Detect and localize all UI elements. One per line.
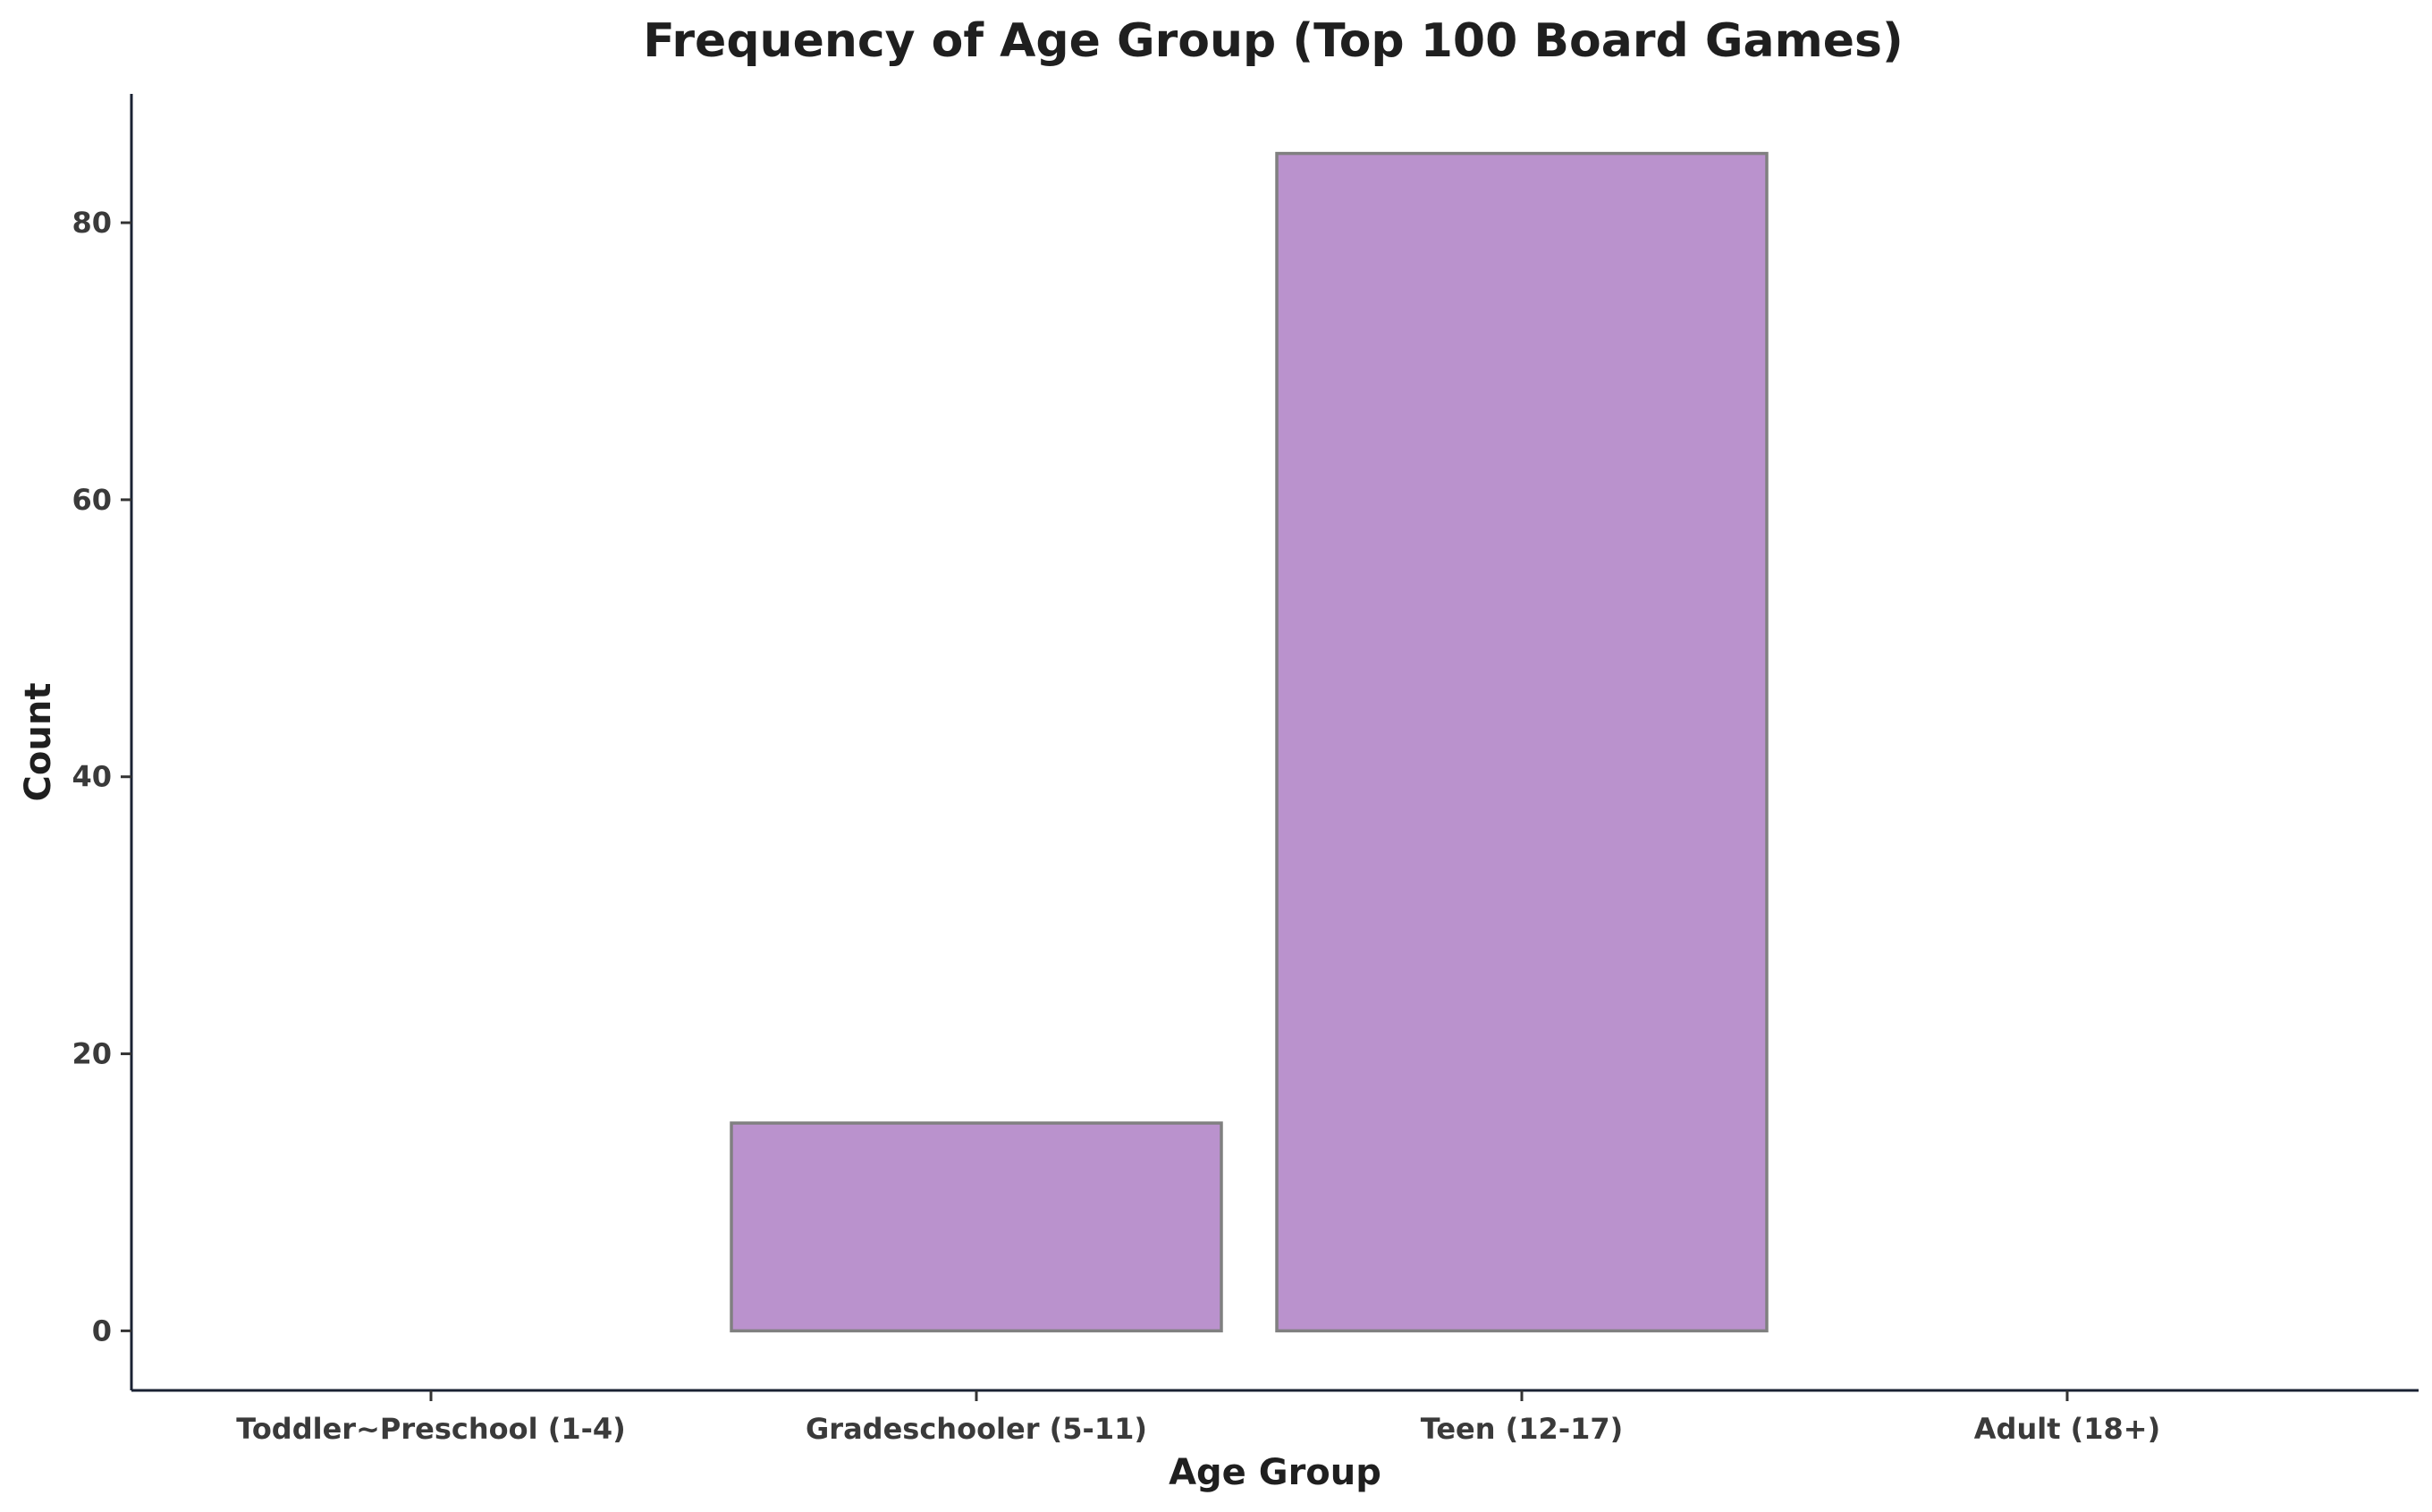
y-tick-label-0: 0 <box>92 1313 112 1347</box>
chart-title: Frequency of Age Group (Top 100 Board Ga… <box>643 14 1904 68</box>
x-tick-label-3: Adult (18+) <box>1974 1412 2160 1446</box>
x-tick-label-2: Teen (12-17) <box>1421 1412 1624 1446</box>
y-tick-label-2: 40 <box>72 760 112 794</box>
bar-2 <box>1275 151 1769 1333</box>
x-ticks: Toddler~Preschool (1-4) Gradeschooler (5-… <box>236 1390 2160 1446</box>
x-axis-title: Age Group <box>1169 1452 1381 1493</box>
bars-group <box>730 151 1769 1333</box>
y-ticks: 0 20 40 60 80 <box>72 206 131 1347</box>
y-tick-label-1: 20 <box>72 1037 112 1071</box>
x-tick-label-0: Toddler~Preschool (1-4) <box>236 1412 626 1446</box>
bar-1 <box>730 1121 1223 1333</box>
y-tick-label-3: 60 <box>72 483 112 517</box>
x-tick-label-1: Gradeschooler (5-11) <box>806 1412 1147 1446</box>
y-tick-label-4: 80 <box>72 206 112 240</box>
y-axis-title: Count <box>18 683 59 802</box>
